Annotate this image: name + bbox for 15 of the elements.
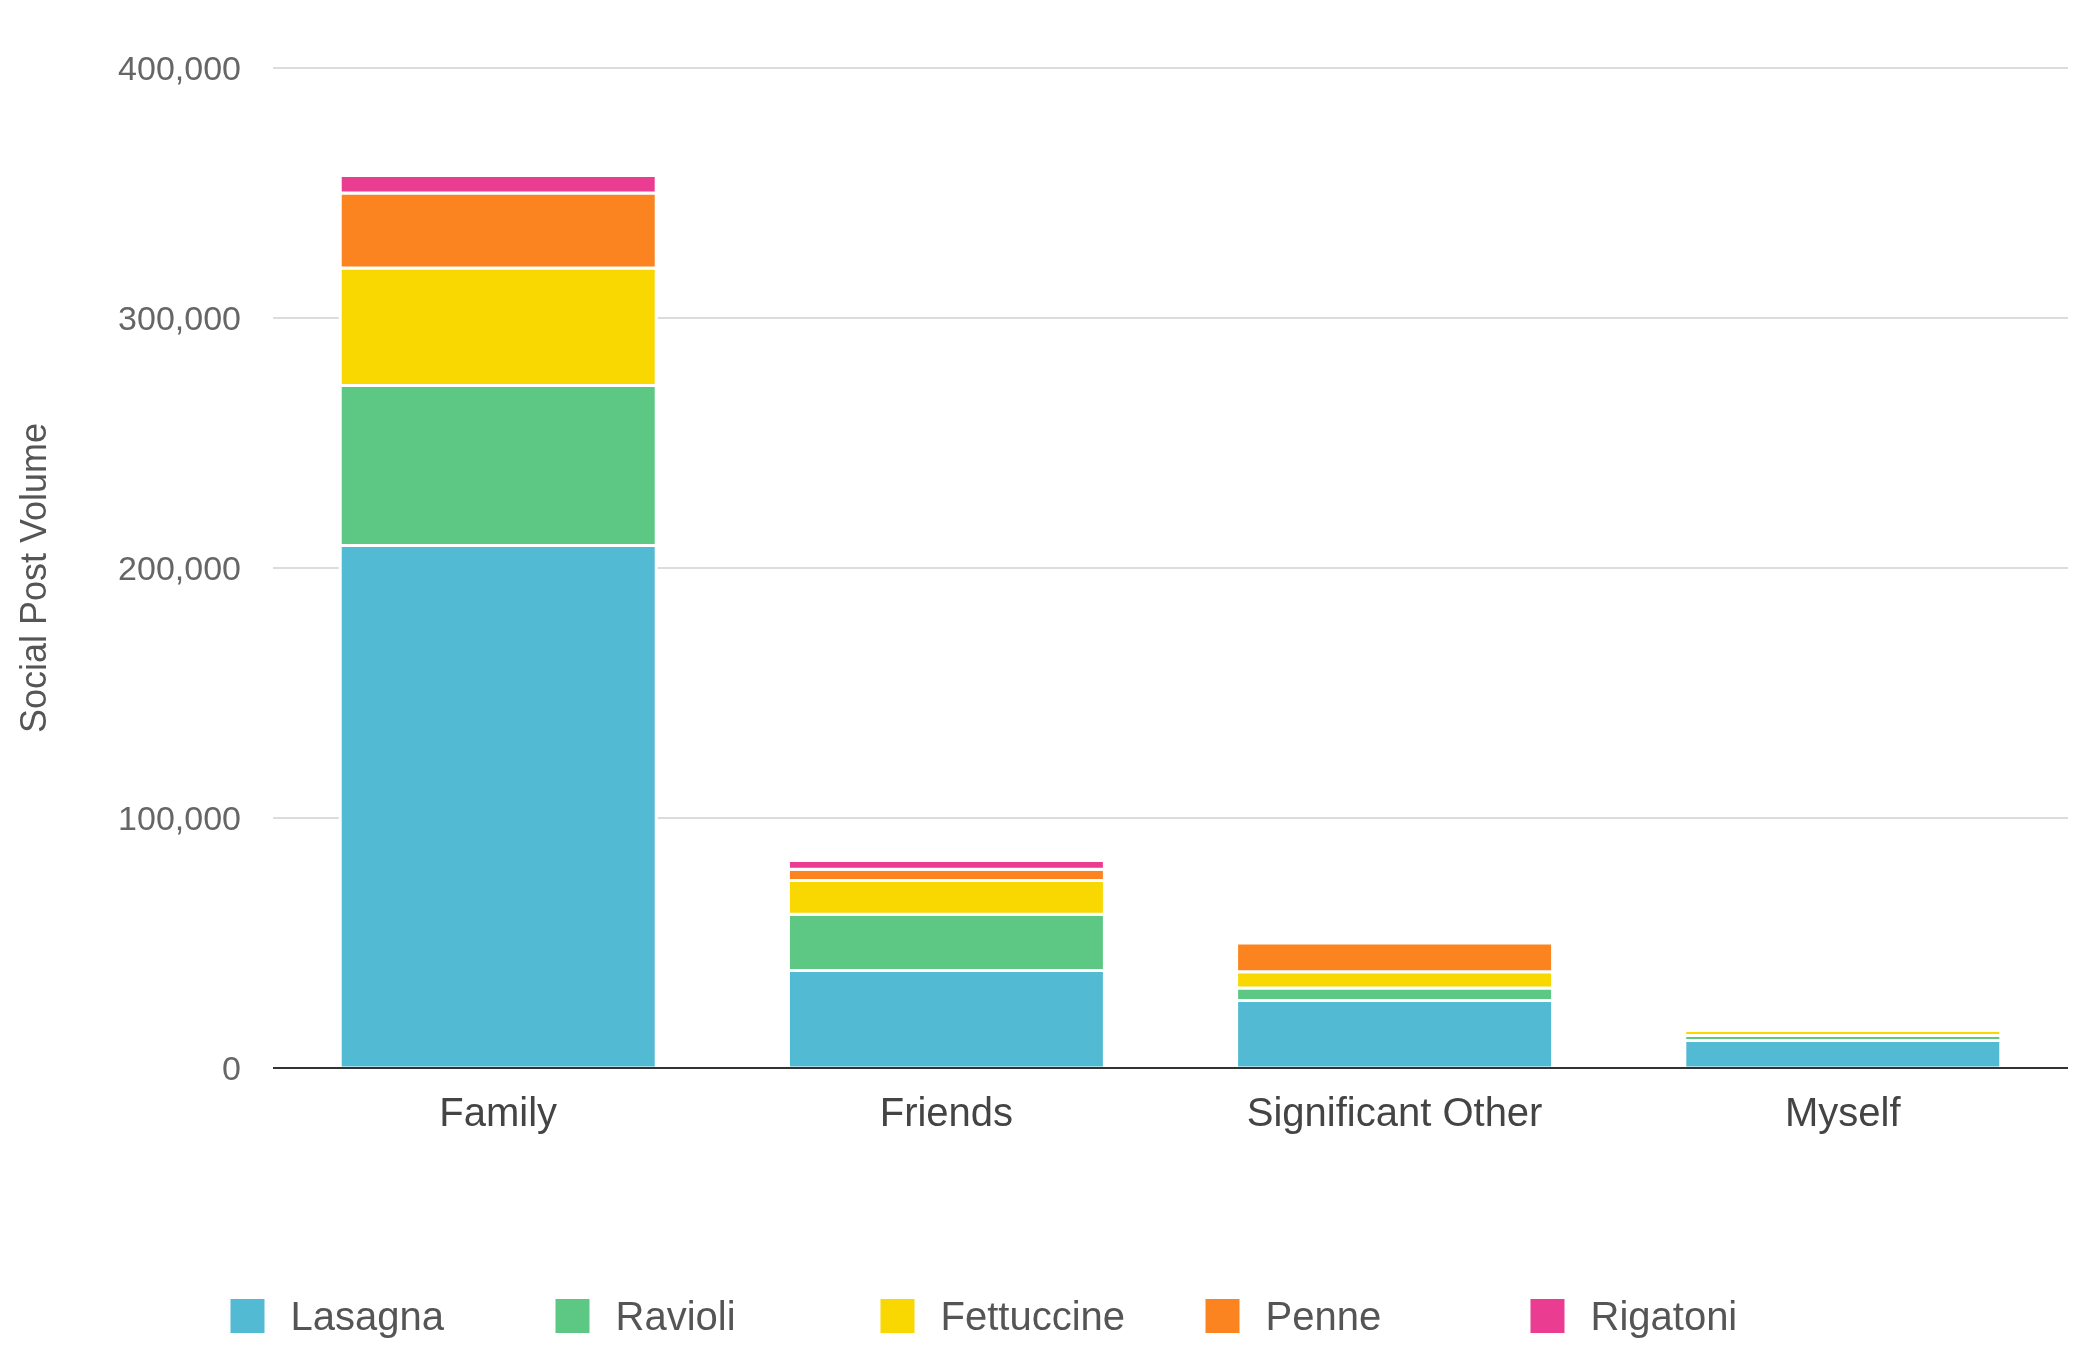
legend-label: Rigatoni — [1590, 1294, 1738, 1338]
y-tick-label: 100,000 — [118, 798, 241, 837]
y-tick-label: 200,000 — [118, 548, 241, 587]
y-tick-label: 400,000 — [118, 48, 241, 87]
y-tick-label: 300,000 — [118, 298, 241, 337]
legend-label: Fettuccine — [940, 1294, 1126, 1338]
legend-label: Ravioli — [615, 1294, 736, 1338]
x-tick-label: Myself — [1785, 1090, 1902, 1134]
legend-label: Lasagna — [290, 1294, 445, 1338]
y-axis-title: Social Post Volume — [13, 422, 54, 734]
y-tick-label: 0 — [222, 1048, 241, 1087]
x-tick-label: Significant Other — [1246, 1090, 1543, 1134]
legend-label: Penne — [1265, 1294, 1382, 1338]
x-tick-label: Friends — [879, 1090, 1014, 1134]
x-tick-label: Family — [439, 1090, 558, 1134]
